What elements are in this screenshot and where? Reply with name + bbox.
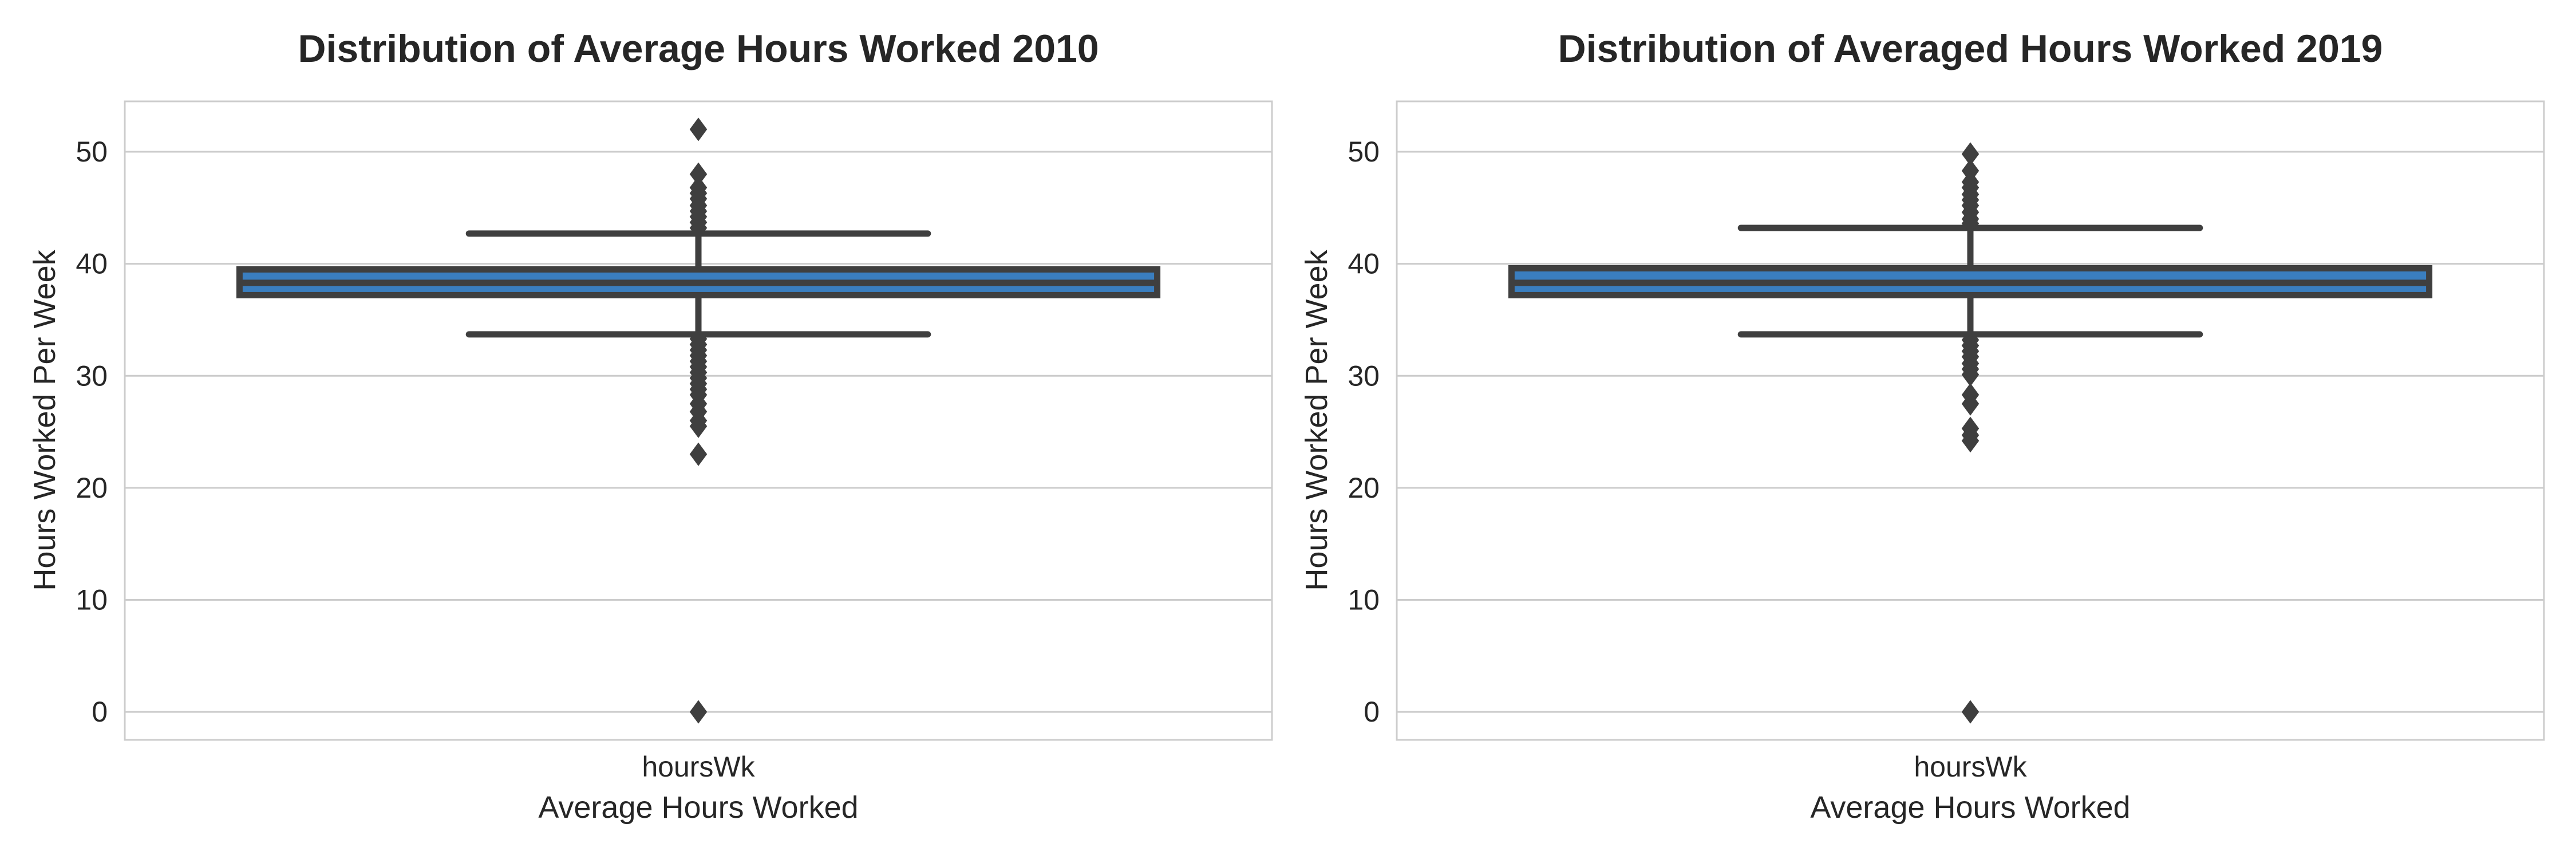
outlier-point	[1961, 429, 1980, 453]
chart-panel-2010: Distribution of Average Hours Worked 201…	[27, 27, 1273, 825]
outlier-point	[1961, 392, 1980, 416]
y-tick-label: 0	[92, 696, 108, 728]
x-tick-label: hoursWk	[1914, 751, 2027, 783]
y-ticks: 0 10 20 30 40 50	[1348, 136, 1380, 728]
y-tick-label: 50	[76, 136, 108, 168]
y-axis-label: Hours Worked Per Week	[27, 249, 62, 590]
box-plot	[236, 117, 1161, 724]
outlier-point	[689, 442, 708, 466]
y-ticks: 0 10 20 30 40 50	[76, 136, 108, 728]
y-tick-label: 10	[76, 584, 108, 616]
y-tick-label: 0	[1364, 696, 1380, 728]
outlier-point	[689, 117, 708, 141]
y-tick-label: 50	[1348, 136, 1380, 168]
y-tick-label: 10	[1348, 584, 1380, 616]
y-tick-label: 40	[1348, 248, 1380, 280]
outlier-point	[689, 216, 708, 240]
outlier-point	[1961, 211, 1980, 235]
y-tick-label: 40	[76, 248, 108, 280]
chart-title: Distribution of Averaged Hours Worked 20…	[1558, 27, 2383, 70]
outlier-point	[689, 700, 708, 724]
y-tick-label: 20	[76, 472, 108, 504]
y-tick-label: 30	[76, 360, 108, 392]
y-axis-label: Hours Worked Per Week	[1299, 249, 1334, 590]
y-tick-label: 30	[1348, 360, 1380, 392]
y-tick-label: 20	[1348, 472, 1380, 504]
box-plot	[1508, 142, 2433, 724]
outlier-point	[689, 414, 708, 438]
x-axis-label: Average Hours Worked	[538, 790, 858, 825]
chart-panel-2019: Distribution of Averaged Hours Worked 20…	[1299, 27, 2545, 825]
x-axis-label: Average Hours Worked	[1810, 790, 2130, 825]
chart-title: Distribution of Average Hours Worked 201…	[298, 27, 1099, 70]
x-tick-label: hoursWk	[642, 751, 755, 783]
outlier-point	[1961, 700, 1980, 724]
